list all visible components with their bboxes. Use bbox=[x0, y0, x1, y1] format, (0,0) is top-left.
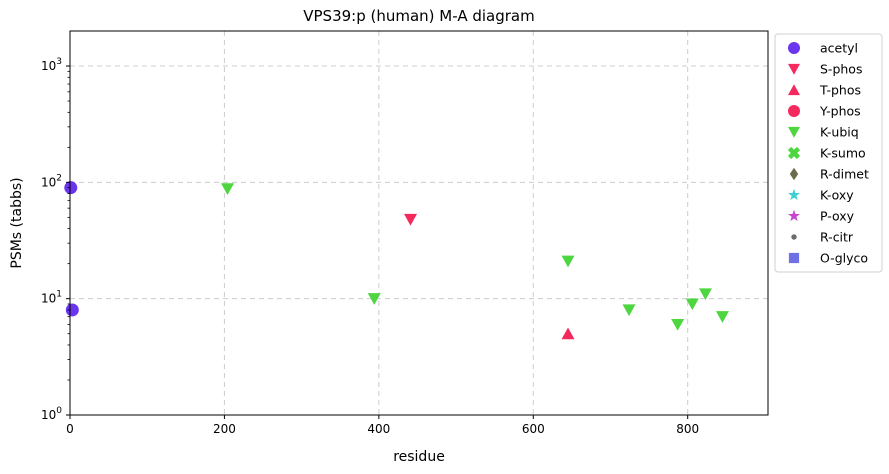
x-tick-label: 600 bbox=[522, 422, 545, 436]
legend-label: S-phos bbox=[820, 62, 862, 77]
y-axis-label: PSMs (tabbs) bbox=[9, 177, 25, 268]
legend-marker-k-ubiq bbox=[788, 126, 800, 138]
data-point-k-ubiq bbox=[561, 255, 575, 268]
x-tick-label: 800 bbox=[676, 422, 699, 436]
legend: acetyl S-phos T-phos Y-phos K-ubiq K-sumo R-di… bbox=[774, 33, 883, 273]
legend-marker-t-phos bbox=[788, 84, 800, 96]
y-tick-label: 103 bbox=[41, 57, 62, 73]
x-axis-ticks: 0 200 400 600 800 bbox=[66, 415, 699, 436]
legend-label: K-ubiq bbox=[820, 125, 859, 140]
legend-marker-r-dimet bbox=[789, 167, 799, 181]
legend-label: Y-phos bbox=[819, 104, 861, 119]
data-point-k-ubiq bbox=[698, 288, 712, 301]
legend-label: R-dimet bbox=[820, 167, 869, 182]
data-point-k-ubiq bbox=[671, 318, 685, 331]
data-point-t-phos bbox=[561, 327, 575, 340]
legend-marker-k-sumo bbox=[787, 146, 801, 160]
legend-label: acetyl bbox=[820, 41, 858, 56]
plot-frame bbox=[69, 30, 769, 416]
data-point-k-ubiq bbox=[715, 311, 729, 323]
x-tick-label: 0 bbox=[66, 422, 74, 436]
y-axis-ticks: 100 101 102 103 bbox=[41, 57, 70, 422]
data-point-acetyl bbox=[64, 181, 78, 195]
x-tick-label: 200 bbox=[213, 422, 236, 436]
chart-title: VPS39:p (human) M-A diagram bbox=[303, 7, 534, 25]
legend-label: P-oxy bbox=[820, 209, 855, 224]
grid bbox=[70, 31, 768, 415]
legend-label: R-citr bbox=[820, 230, 854, 245]
legend-marker-r-citr bbox=[791, 234, 797, 240]
x-axis-label: residue bbox=[393, 449, 445, 465]
y-tick-label: 101 bbox=[41, 290, 62, 306]
legend-label: K-sumo bbox=[820, 146, 866, 161]
data-points bbox=[64, 181, 729, 340]
data-point-k-ubiq bbox=[685, 298, 699, 311]
legend-marker-p-oxy bbox=[788, 209, 800, 222]
legend-label: K-oxy bbox=[820, 188, 854, 203]
data-point-acetyl bbox=[65, 303, 79, 317]
legend-label: O-glyco bbox=[820, 251, 868, 266]
legend-marker-s-phos bbox=[788, 63, 800, 75]
data-point-k-ubiq bbox=[367, 293, 381, 305]
data-point-k-ubiq bbox=[622, 304, 636, 317]
legend-marker-o-glyco bbox=[788, 252, 800, 264]
legend-label: T-phos bbox=[819, 83, 861, 98]
legend-marker-acetyl bbox=[788, 42, 800, 54]
data-point-k-ubiq bbox=[221, 183, 235, 195]
legend-box bbox=[774, 33, 883, 273]
legend-marker-y-phos bbox=[788, 105, 800, 117]
x-tick-label: 400 bbox=[367, 422, 390, 436]
y-tick-label: 100 bbox=[41, 406, 62, 422]
legend-marker-k-oxy bbox=[788, 188, 800, 201]
y-tick-label: 102 bbox=[41, 173, 62, 189]
data-point-s-phos bbox=[404, 213, 418, 226]
